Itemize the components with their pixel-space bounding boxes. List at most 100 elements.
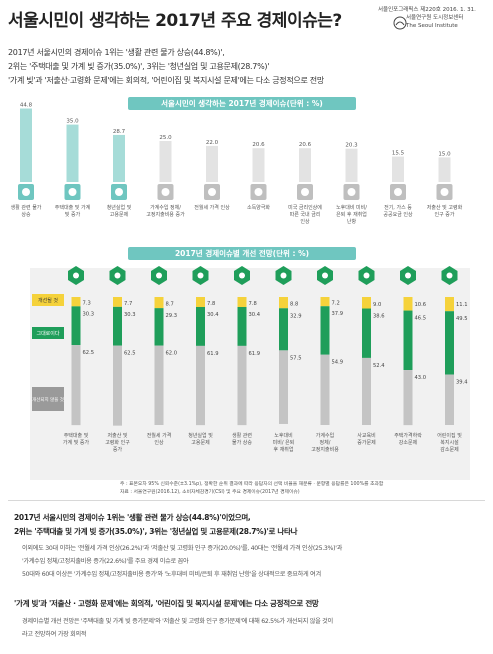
seg-value-2-3: 61.9 (207, 351, 219, 357)
category-label-8: 공공요금 인상 (383, 211, 413, 218)
seg-value-2-6: 54.9 (332, 360, 344, 366)
seg-2-2 (154, 345, 164, 425)
category-label-9: 인구 증가 (435, 211, 455, 218)
bar-2 (113, 134, 125, 182)
outlook-category-7: 사교육비 (357, 432, 375, 439)
institute-name: 서울연구원 도시정보센터 (406, 15, 464, 21)
bar-value-7: 20.3 (345, 143, 358, 149)
seg-2-7 (362, 357, 371, 425)
outlook-icon-glyph-2 (156, 272, 162, 279)
bar-4 (206, 145, 218, 182)
legend-not-swatch (32, 387, 64, 411)
category-label-4: 전월세 가격 인상 (194, 204, 230, 211)
publication-meta: 서울인포그래픽스 제220호 2016. 1. 31. 서울연구원 도시정보센터… (378, 6, 476, 30)
outlook-category-3: 고용문제 (191, 439, 210, 446)
bar-6 (299, 148, 311, 182)
issue-number: 서울인포그래픽스 제220호 2016. 1. 31. (378, 7, 476, 13)
outlook-category-2: 인상 (154, 439, 164, 446)
summary-line-1: 2017년 서울시민의 경제이슈 1위는 '생활 관련 물가 상승(44.8%)… (8, 48, 225, 57)
seg-value-1-0: 30.3 (83, 311, 95, 317)
seg-value-0-4: 7.8 (249, 301, 257, 307)
seg-value-0-9: 11.1 (456, 302, 468, 308)
seg-value-2-9: 39.4 (456, 380, 468, 386)
legend-improve-swatch (32, 294, 64, 306)
outlook-category-0: 주택대출 및 (64, 432, 89, 439)
seg-value-2-1: 62.5 (124, 351, 136, 357)
bar-value-2: 28.7 (113, 129, 126, 135)
seg-value-1-6: 37.9 (332, 311, 344, 317)
divider (8, 500, 485, 501)
bottom-heading-1b: 2위는 '주택대출 및 가계 빚 증가(35.0%)', 3위는 '청년실업 및… (14, 527, 298, 536)
issue-icon-glyph-9 (440, 188, 449, 196)
seg-0-6 (320, 297, 330, 307)
category-label-6: 인상 (300, 218, 310, 225)
seg-value-1-1: 30.3 (124, 312, 136, 318)
bar-value-0: 44.8 (20, 103, 33, 109)
category-label-2: 고용문제 (110, 211, 129, 218)
bar-value-9: 15.0 (438, 151, 451, 157)
category-label-7: 은퇴 후 재취업 (336, 211, 367, 218)
outlook-category-9: 어린이집 및 (437, 432, 462, 439)
outlook-category-9: 복지시설 (440, 439, 459, 446)
outlook-category-7: 증가문제 (357, 439, 376, 446)
seg-value-0-2: 8.7 (166, 302, 174, 308)
seg-0-7 (362, 297, 371, 309)
outlook-icon-glyph-1 (114, 272, 121, 279)
legend-same-swatch (32, 327, 64, 339)
seg-value-1-2: 29.3 (166, 313, 178, 319)
category-label-0: 생활 관련 물가 (11, 204, 42, 211)
legend-same: 그대로이다 (36, 330, 59, 337)
page-title: 서울시민이 생각하는 2017년 주요 경제이슈는? (8, 11, 342, 31)
outlook-category-4: 물가 상승 (232, 439, 252, 446)
seg-0-8 (403, 297, 413, 311)
bar-8 (392, 156, 404, 182)
outlook-icon-glyph-0 (73, 272, 79, 279)
issue-icon-glyph-3 (161, 188, 170, 196)
seg-2-1 (113, 345, 122, 426)
issue-icon-glyph-7 (347, 188, 356, 196)
category-label-6: 따른 국내 금리 (290, 211, 321, 218)
category-label-2: 청년실업 및 (107, 204, 132, 211)
seg-2-9 (445, 374, 454, 425)
bottom-heading-2: '가계 빚'과 '저출산 · 고령화 문제'에는 회의적, '어린이집 및 복지… (14, 599, 319, 608)
seg-value-2-2: 62.0 (166, 351, 178, 357)
category-label-3: 가계수입 정체/ (150, 204, 181, 211)
seg-2-6 (320, 354, 330, 425)
outlook-category-1: 고령화 인구 (105, 439, 130, 446)
seg-1-4 (237, 306, 247, 346)
seg-2-4 (237, 345, 247, 426)
category-label-8: 전기, 가스 등 (384, 204, 412, 211)
seg-0-4 (237, 297, 247, 307)
category-label-6: 미국 금리인상에 (288, 204, 322, 211)
seg-value-2-5: 57.5 (290, 355, 302, 361)
issue-icon-glyph-8 (394, 188, 402, 196)
seg-value-1-9: 49.5 (456, 316, 468, 322)
bottom-body-5: 라고 전망하여 가장 회의적 (22, 631, 87, 638)
category-label-5: 소득양극화 (247, 204, 270, 211)
seg-value-1-5: 32.9 (290, 313, 302, 319)
seg-value-0-7: 9.0 (373, 302, 381, 308)
seg-0-5 (279, 297, 288, 309)
category-label-1: 주택대출 및 가계 (55, 204, 91, 211)
bar-1 (66, 124, 79, 182)
outlook-category-8: 강소문제 (399, 439, 418, 446)
seg-1-0 (71, 306, 81, 346)
bottom-body-2: '가계수입 정체/고정지출비용 증가(22.6%)'를 주요 경제 이슈로 꼽아 (22, 558, 189, 565)
outlook-category-3: 청년실업 및 (188, 432, 213, 439)
category-label-7: 난항 (347, 218, 357, 225)
seg-0-0 (71, 297, 81, 307)
bar-7 (345, 148, 358, 182)
seg-1-2 (154, 308, 164, 346)
outlook-icon-glyph-5 (280, 272, 287, 279)
bar-value-4: 22.0 (206, 140, 219, 146)
outlook-category-4: 생활 관련 (232, 432, 252, 439)
seg-value-1-8: 46.5 (415, 316, 427, 322)
seg-value-0-5: 8.8 (290, 302, 298, 308)
outlook-icon-glyph-9 (446, 272, 453, 279)
outlook-icon-glyph-4 (239, 272, 245, 279)
category-label-3: 고정지출비용 증가 (146, 211, 185, 218)
bar-value-5: 20.6 (252, 142, 265, 148)
issue-icon-glyph-1 (68, 188, 77, 196)
legend-not: 개선되지 않을 것 (32, 396, 64, 403)
